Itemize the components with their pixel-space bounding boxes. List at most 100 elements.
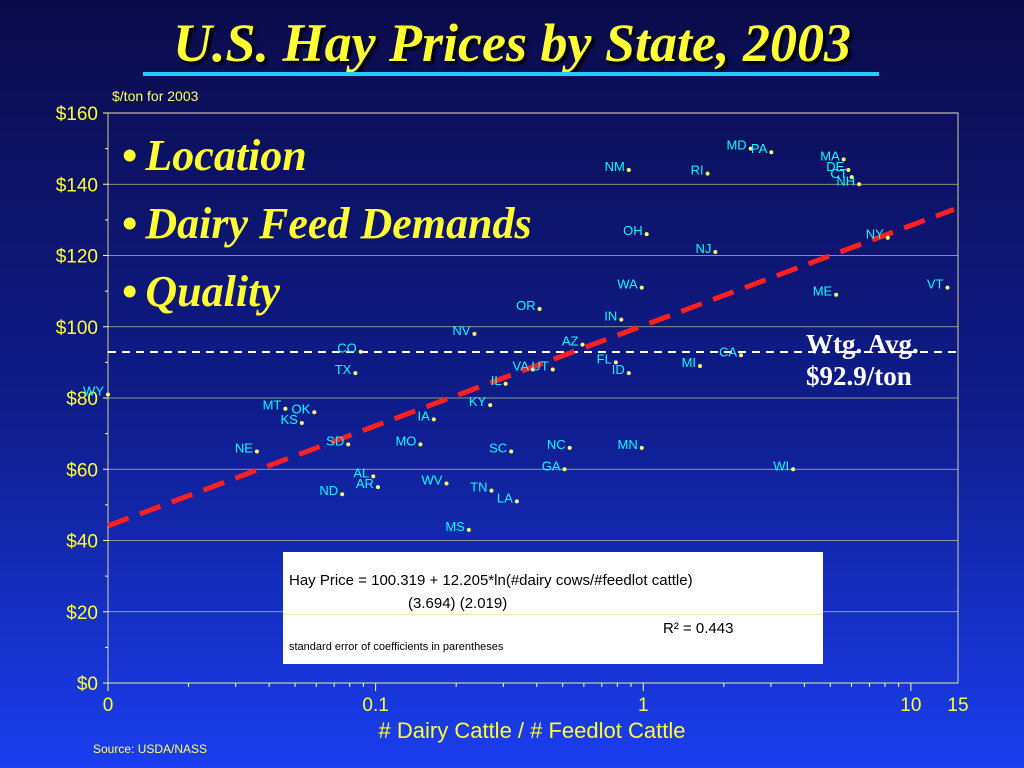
weighted-average-value: $92.9/ton <box>806 361 912 391</box>
state-label: VA <box>513 359 530 374</box>
state-label: DE <box>826 159 844 174</box>
state-label: CO <box>337 341 357 356</box>
data-point <box>375 485 380 490</box>
data-point <box>514 499 519 504</box>
data-point <box>619 317 624 322</box>
state-label: AL <box>353 465 369 480</box>
slide-title: U.S. Hay Prices by State, 2003 <box>173 13 851 73</box>
state-label: RI <box>691 163 704 178</box>
state-label: MN <box>618 437 638 452</box>
data-point <box>371 474 376 479</box>
y-tick-label: $60 <box>66 460 98 481</box>
state-label: AR <box>356 476 374 491</box>
data-point <box>698 363 703 368</box>
data-point <box>644 232 649 237</box>
state-label: CT <box>830 166 847 181</box>
state-label: NV <box>452 323 470 338</box>
state-label: MT <box>263 398 282 413</box>
data-point <box>562 467 567 472</box>
data-point <box>885 235 890 240</box>
state-label: MS <box>445 519 465 534</box>
state-label: AZ <box>562 334 579 349</box>
bullet-dot-icon: • <box>122 267 138 316</box>
data-point <box>530 367 535 372</box>
data-point <box>791 467 796 472</box>
state-label: OR <box>516 298 536 313</box>
source-note: Source: USDA/NASS <box>93 742 208 756</box>
y-tick-label: $40 <box>66 532 98 553</box>
data-point <box>769 150 774 155</box>
data-point <box>254 449 259 454</box>
state-label: NC <box>547 437 566 452</box>
state-label: NY <box>866 227 884 242</box>
data-point <box>489 488 494 493</box>
bullet-text: Location <box>145 131 307 180</box>
state-label: WA <box>617 277 638 292</box>
bullet-dot-icon: • <box>122 199 138 248</box>
data-point <box>283 406 288 411</box>
data-point <box>639 445 644 450</box>
axes: $0 $20 $40 $60 $80 $100 $120 $140 $160 0 0.1 1 10 15 <box>56 104 969 716</box>
data-point <box>626 371 631 376</box>
state-label: VT <box>927 277 944 292</box>
state-label: TX <box>335 362 352 377</box>
data-point <box>488 403 493 408</box>
state-label: IN <box>604 309 617 324</box>
state-label: SD <box>326 433 344 448</box>
y-unit-label: $/ton for 2003 <box>112 88 199 104</box>
weighted-average-title: Wtg. Avg. <box>806 329 919 359</box>
data-point <box>846 168 851 172</box>
y-tick-label: $80 <box>66 389 98 410</box>
x-tick-label: 10 <box>900 695 921 716</box>
data-point <box>340 492 345 497</box>
data-point <box>945 285 950 290</box>
state-label: WI <box>773 458 789 473</box>
data-point <box>106 392 110 397</box>
regression-box: Hay Price = 100.319 + 12.205*ln(#dairy c… <box>283 552 823 664</box>
data-point <box>739 353 744 358</box>
y-tick-label: $140 <box>56 175 98 196</box>
state-label: ME <box>813 284 833 299</box>
state-label: ID <box>612 362 625 377</box>
data-point <box>444 481 449 486</box>
data-point <box>705 171 710 176</box>
data-point <box>509 449 514 454</box>
data-point <box>639 285 644 290</box>
state-label: GA <box>542 458 561 473</box>
x-axis-title: # Dairy Cattle / # Feedlot Cattle <box>378 718 686 743</box>
state-label: TN <box>470 480 487 495</box>
data-point <box>626 168 631 172</box>
standard-errors: (3.694) (2.019) <box>408 595 508 612</box>
data-point <box>503 381 508 386</box>
x-tick-label: 0.1 <box>362 695 388 716</box>
divider <box>283 614 823 615</box>
r-squared: R² = 0.443 <box>663 620 734 637</box>
bullet-item: • Location <box>122 122 532 190</box>
weighted-average-label: Wtg. Avg. $92.9/ton <box>806 328 919 392</box>
y-tick-label: $120 <box>56 247 98 268</box>
trend-line <box>107 206 955 529</box>
data-point <box>613 360 618 365</box>
reference-lines <box>107 206 958 529</box>
data-point <box>713 249 718 254</box>
x-tick-label: 15 <box>947 695 968 716</box>
data-point <box>353 371 358 376</box>
state-label: MI <box>682 355 696 370</box>
data-point <box>358 349 363 354</box>
bullet-item: • Dairy Feed Demands <box>122 190 532 258</box>
state-label: SC <box>489 440 507 455</box>
standard-error-note: standard error of coefficients in parent… <box>289 641 504 653</box>
y-tick-label: $0 <box>77 674 98 695</box>
data-point <box>834 292 839 297</box>
bullet-dot-icon: • <box>122 131 138 180</box>
data-point <box>841 157 846 162</box>
state-label: MO <box>395 433 416 448</box>
state-label: NH <box>836 173 855 188</box>
state-label: MD <box>726 138 746 153</box>
bullet-item: • Quality <box>122 258 532 326</box>
state-label: MA <box>820 148 840 163</box>
data-point <box>472 331 477 336</box>
